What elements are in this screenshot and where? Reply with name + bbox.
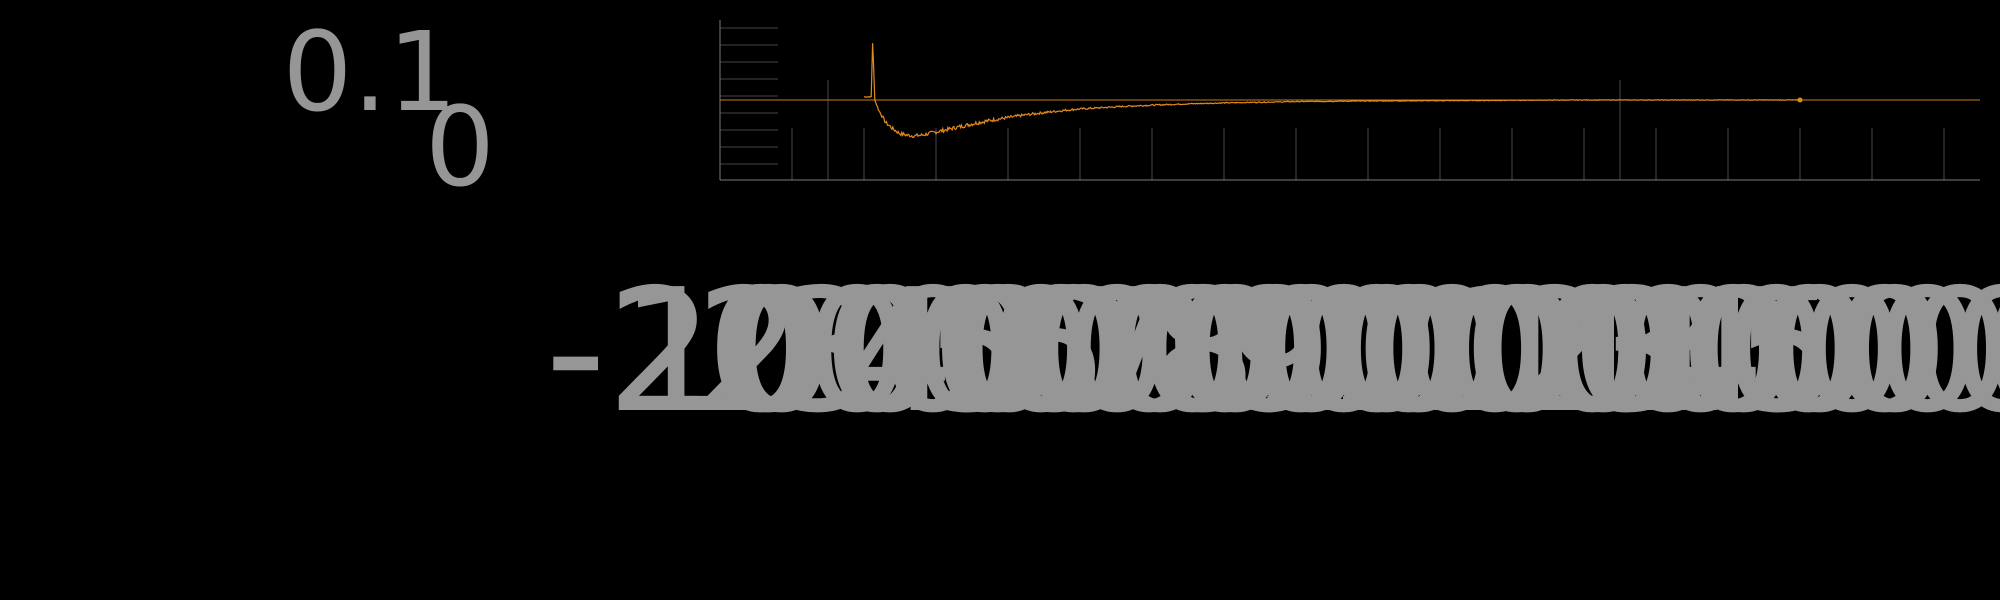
x-tick-label: 8000 xyxy=(1149,253,1582,451)
x-tick-label: 9000 xyxy=(1225,253,1658,451)
gridlines xyxy=(719,27,1945,180)
x-tick-label: 12000 xyxy=(1398,253,1939,451)
x-tick-label: 2000 xyxy=(695,253,1128,451)
x-tick-label: -2000 xyxy=(545,253,1039,451)
x-tick-label: 13000 xyxy=(1473,253,2000,451)
y-tick-label: 0 xyxy=(425,83,495,211)
x-tick-label: 0 xyxy=(706,253,814,451)
x-tick-label: 11000 xyxy=(1322,253,1863,451)
series-layer xyxy=(863,43,1803,139)
series-end-marker xyxy=(1797,97,1803,103)
x-tick-label: 10000 xyxy=(1246,253,1787,451)
x-tick-label: 15000 xyxy=(1625,253,2000,451)
x-tick-label: 6000 xyxy=(998,253,1431,451)
x-tick-label: 3000 xyxy=(771,253,1204,451)
x-tick-label: 14000 xyxy=(1549,253,2000,451)
y-tick-labels: 0.10 xyxy=(283,8,495,211)
x-tick-label: 4000 xyxy=(846,253,1279,451)
x-tick-labels: -200001000200030004000500060007000800090… xyxy=(545,253,2000,451)
x-tick-label: 1000 xyxy=(619,253,1052,451)
series-line-0 xyxy=(863,43,1801,139)
x-tick-label: 5000 xyxy=(922,253,1355,451)
x-tick-label: 7000 xyxy=(1073,253,1506,451)
y-tick-label: 0.1 xyxy=(283,8,458,136)
